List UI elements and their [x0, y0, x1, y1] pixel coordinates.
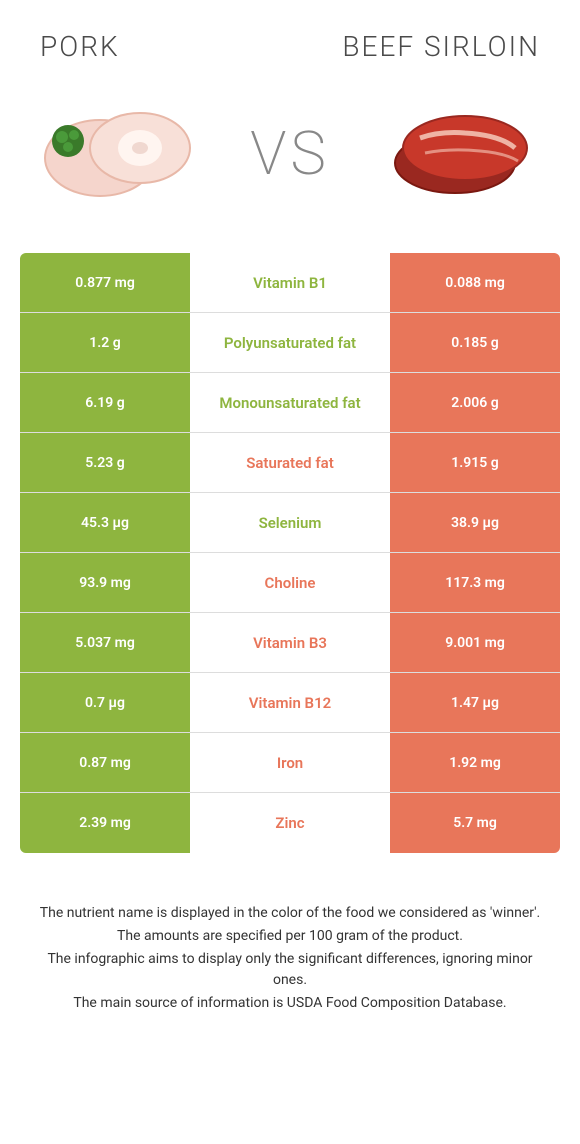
- nutrient-label: Vitamin B12: [190, 673, 390, 732]
- right-value-cell: 9.001 mg: [390, 613, 560, 672]
- left-value-cell: 45.3 µg: [20, 493, 190, 552]
- left-value-cell: 6.19 g: [20, 373, 190, 432]
- right-value-cell: 0.185 g: [390, 313, 560, 372]
- left-value-cell: 5.23 g: [20, 433, 190, 492]
- nutrient-label: Iron: [190, 733, 390, 792]
- header: Pork Beef sirloin: [0, 0, 580, 83]
- nutrient-label: Vitamin B3: [190, 613, 390, 672]
- nutrient-label: Monounsaturated fat: [190, 373, 390, 432]
- right-value-cell: 1.92 mg: [390, 733, 560, 792]
- table-row: 6.19 gMonounsaturated fat2.006 g: [20, 373, 560, 433]
- footer: The nutrient name is displayed in the co…: [0, 853, 580, 1036]
- left-value-cell: 0.7 µg: [20, 673, 190, 732]
- table-row: 5.23 gSaturated fat1.915 g: [20, 433, 560, 493]
- table-row: 0.7 µgVitamin B121.47 µg: [20, 673, 560, 733]
- table-row: 45.3 µgSelenium38.9 µg: [20, 493, 560, 553]
- nutrient-label: Saturated fat: [190, 433, 390, 492]
- left-value-cell: 0.87 mg: [20, 733, 190, 792]
- images-row: VS: [0, 83, 580, 253]
- right-value-cell: 5.7 mg: [390, 793, 560, 853]
- right-value-cell: 2.006 g: [390, 373, 560, 432]
- footer-line-3: The infographic aims to display only the…: [30, 949, 550, 991]
- nutrient-label: Zinc: [190, 793, 390, 853]
- left-value-cell: 5.037 mg: [20, 613, 190, 672]
- pork-image: [30, 93, 210, 213]
- right-value-cell: 38.9 µg: [390, 493, 560, 552]
- table-row: 0.877 mgVitamin B10.088 mg: [20, 253, 560, 313]
- footer-line-4: The main source of information is USDA F…: [30, 993, 550, 1014]
- left-food-title: Pork: [40, 30, 120, 63]
- vs-label: VS: [250, 118, 330, 189]
- nutrient-label: Selenium: [190, 493, 390, 552]
- nutrient-label: Vitamin B1: [190, 253, 390, 312]
- right-value-cell: 1.47 µg: [390, 673, 560, 732]
- nutrient-table: 0.877 mgVitamin B10.088 mg1.2 gPolyunsat…: [0, 253, 580, 853]
- left-value-cell: 93.9 mg: [20, 553, 190, 612]
- table-row: 93.9 mgCholine117.3 mg: [20, 553, 560, 613]
- nutrient-label: Polyunsaturated fat: [190, 313, 390, 372]
- left-value-cell: 2.39 mg: [20, 793, 190, 853]
- left-value-cell: 0.877 mg: [20, 253, 190, 312]
- table-row: 0.87 mgIron1.92 mg: [20, 733, 560, 793]
- beef-image: [370, 93, 550, 213]
- nutrient-label: Choline: [190, 553, 390, 612]
- table-row: 5.037 mgVitamin B39.001 mg: [20, 613, 560, 673]
- right-value-cell: 117.3 mg: [390, 553, 560, 612]
- footer-line-1: The nutrient name is displayed in the co…: [30, 903, 550, 924]
- right-value-cell: 0.088 mg: [390, 253, 560, 312]
- left-value-cell: 1.2 g: [20, 313, 190, 372]
- footer-line-2: The amounts are specified per 100 gram o…: [30, 926, 550, 947]
- table-row: 1.2 gPolyunsaturated fat0.185 g: [20, 313, 560, 373]
- right-value-cell: 1.915 g: [390, 433, 560, 492]
- table-row: 2.39 mgZinc5.7 mg: [20, 793, 560, 853]
- right-food-title: Beef sirloin: [342, 30, 540, 63]
